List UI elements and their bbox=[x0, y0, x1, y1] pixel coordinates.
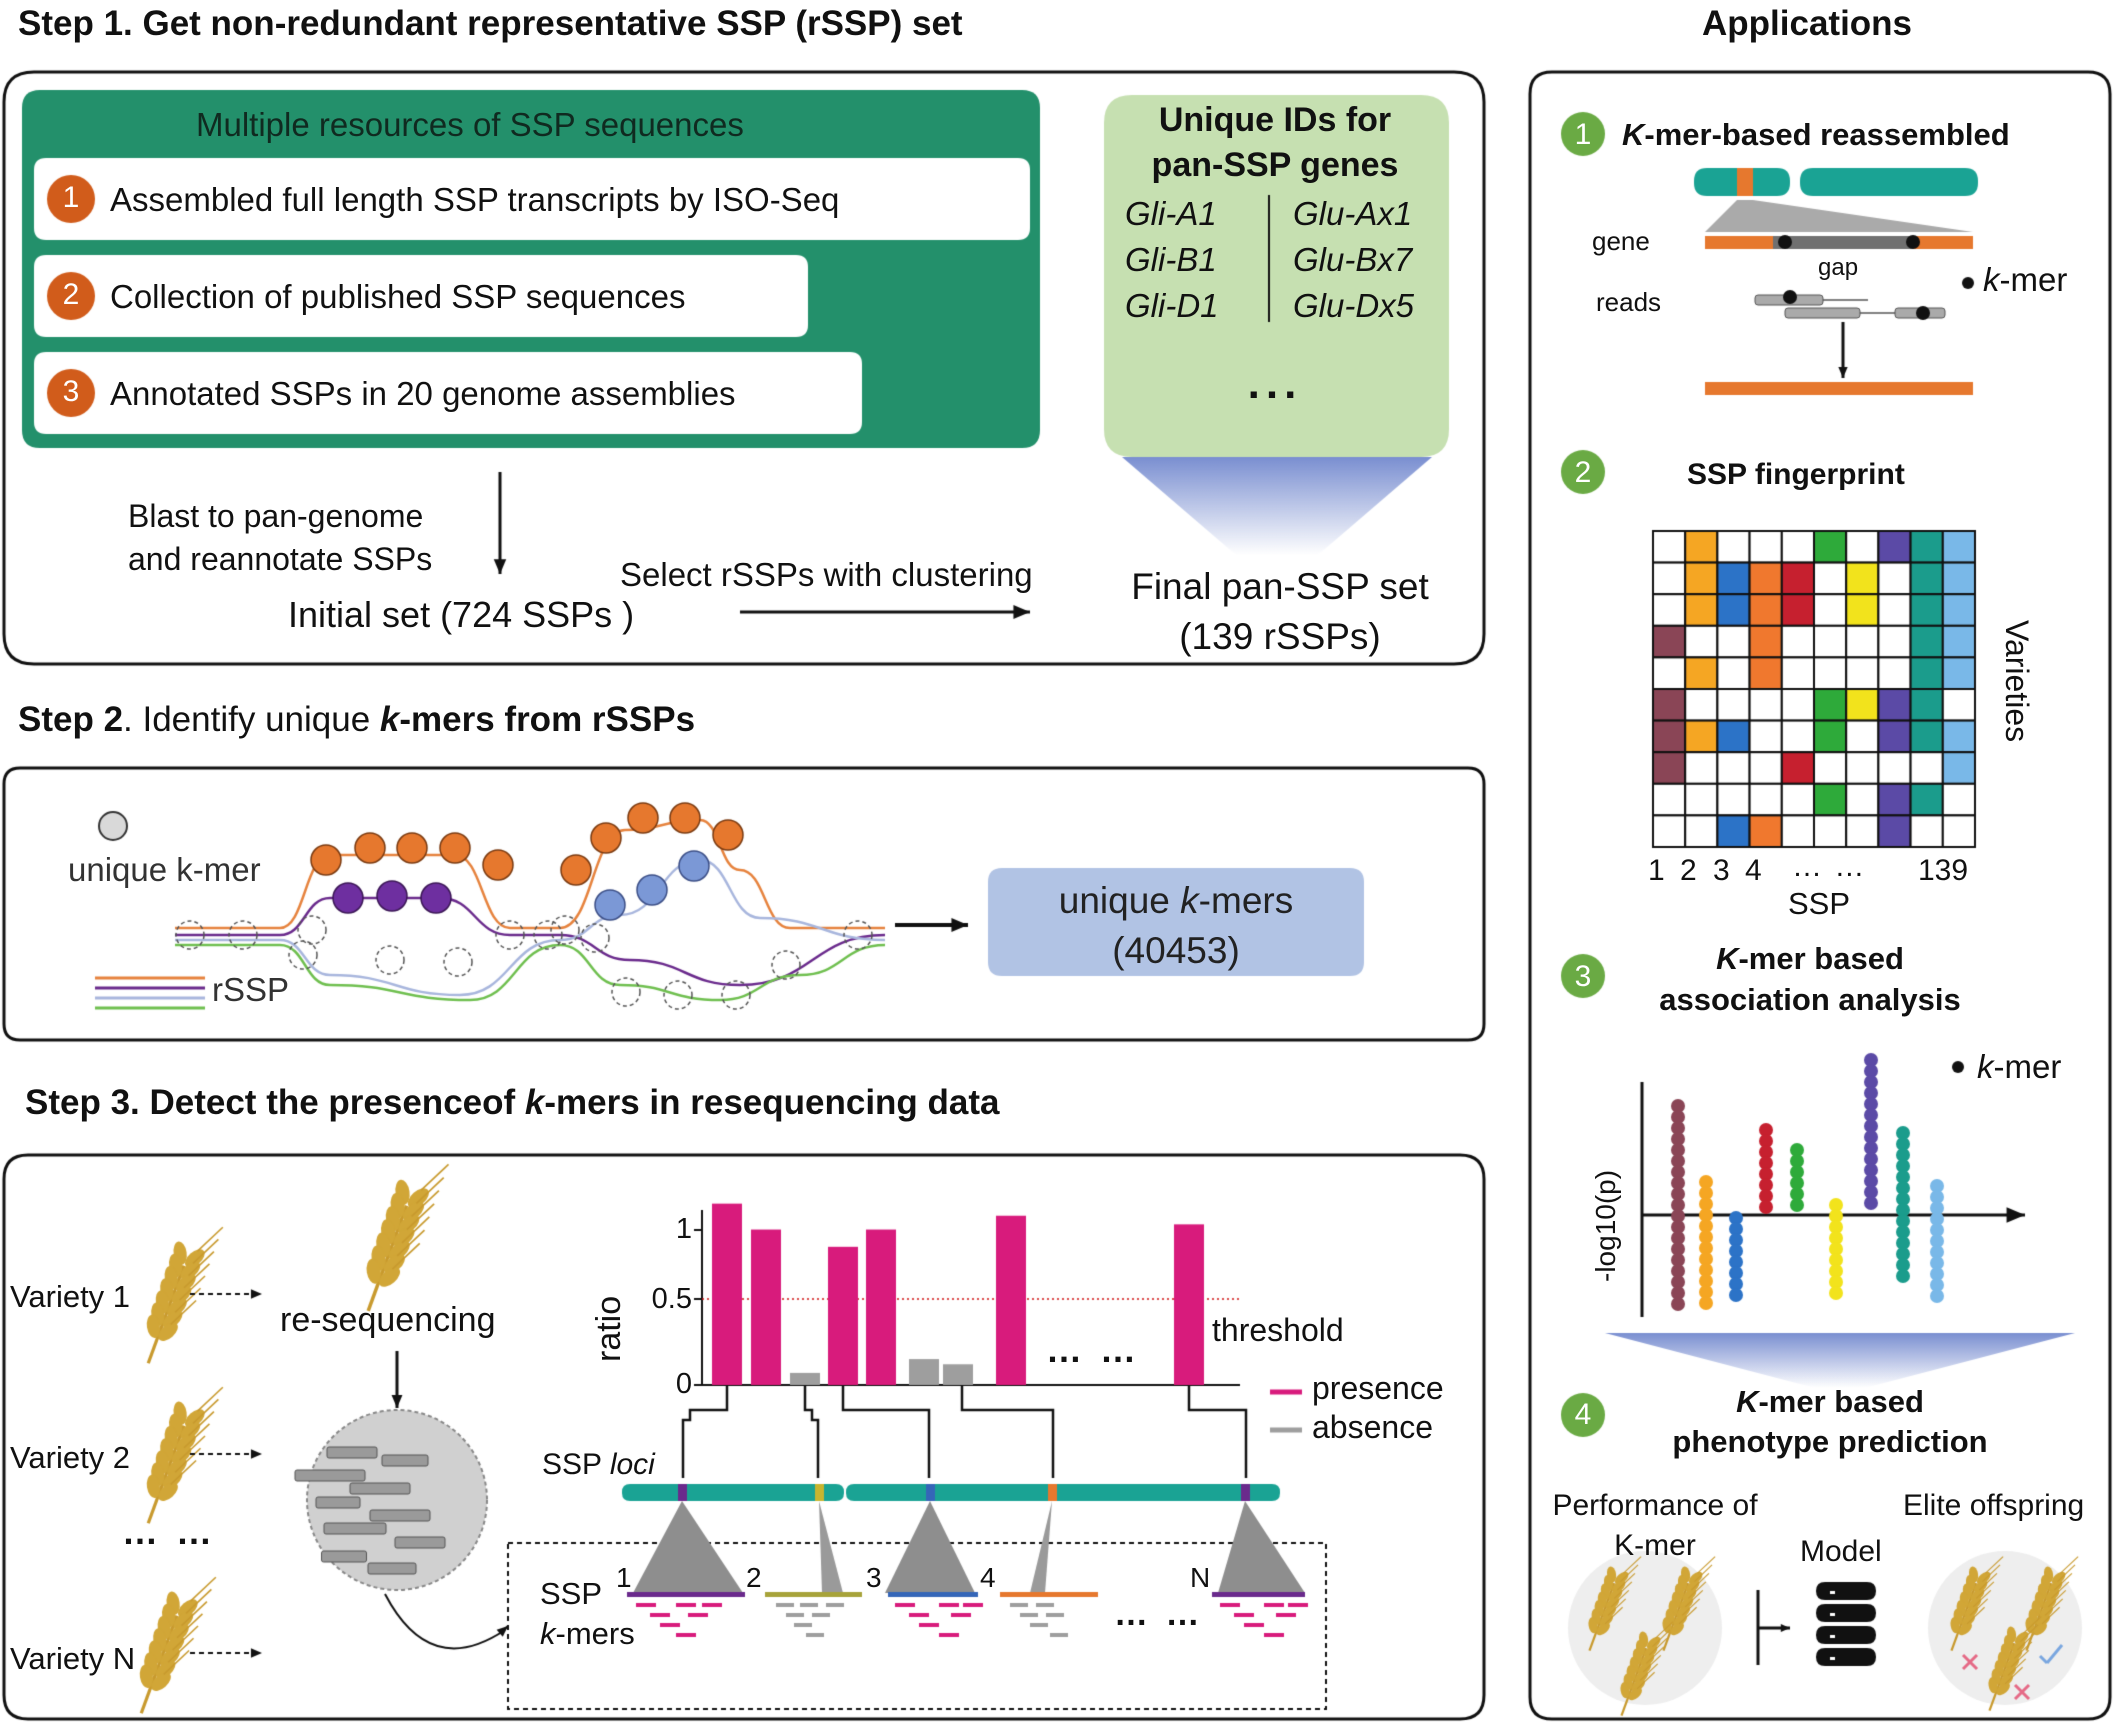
app4-title-1: K-mer based bbox=[1736, 1384, 1924, 1419]
app3-title-1: K-mer based bbox=[1716, 941, 1904, 976]
performance-label-1: Performance of bbox=[1552, 1489, 1758, 1522]
variety-label: Variety N bbox=[10, 1641, 136, 1676]
unique-kmers-count: (40453) bbox=[1112, 930, 1240, 971]
resource-3-number: 3 bbox=[62, 375, 80, 408]
legend-absence: absence bbox=[1312, 1409, 1433, 1445]
app2-title: SSP fingerprint bbox=[1687, 458, 1905, 491]
gene-label: gene bbox=[1592, 226, 1650, 256]
unique-ids-title-1: Unique IDs for bbox=[1158, 101, 1392, 139]
blast-label-1: Blast to pan-genome bbox=[128, 498, 424, 534]
step2-title: Step 2. Identify unique k-mers from rSSP… bbox=[18, 700, 696, 739]
ratio-axis-label: ratio bbox=[590, 1295, 628, 1362]
y-tick: 0 bbox=[675, 1368, 692, 1400]
app-number: 3 bbox=[1574, 960, 1592, 993]
ssp-x-tick: 2 bbox=[1680, 854, 1697, 887]
ids-more: ... bbox=[1247, 359, 1303, 408]
ssp-kmers-label-2: k-mers bbox=[540, 1616, 635, 1651]
gene-id: Glu-Ax1 bbox=[1293, 195, 1413, 232]
unique-kmers-box-label: unique k-mers bbox=[1058, 880, 1294, 921]
rssp-label: rSSP bbox=[212, 971, 290, 1008]
resource-3-label: Annotated SSPs in 20 genome assemblies bbox=[110, 375, 736, 412]
app-number: 4 bbox=[1574, 1398, 1592, 1431]
y-tick: 0.5 bbox=[651, 1283, 692, 1315]
ssp-x-tick: 4 bbox=[1745, 854, 1762, 887]
performance-label-2: K-mer bbox=[1614, 1529, 1696, 1562]
locus-dots: … … bbox=[1114, 1595, 1204, 1633]
gene-id: Glu-Bx7 bbox=[1293, 241, 1413, 278]
initial-set: Initial set (724 SSPs ) bbox=[288, 594, 635, 635]
select-clustering: Select rSSPs with clustering bbox=[620, 556, 1033, 593]
variety-dots: … … bbox=[122, 1511, 217, 1552]
kmer-legend-1: k-mer bbox=[1983, 261, 2068, 298]
log-p-label: -log10(p) bbox=[1590, 1169, 1621, 1282]
kmer-legend-3: k-mer bbox=[1977, 1048, 2062, 1085]
ssp-x-tick: … … bbox=[1792, 850, 1867, 883]
gap-label: gap bbox=[1818, 254, 1859, 281]
unique-ids-title-2: pan-SSP genes bbox=[1151, 146, 1399, 184]
resources-title: Multiple resources of SSP sequences bbox=[196, 106, 744, 143]
resource-1-number: 1 bbox=[62, 181, 80, 214]
locus-number: 3 bbox=[866, 1562, 882, 1593]
gene-id: Glu-Dx5 bbox=[1293, 287, 1415, 324]
app4-title-2: phenotype prediction bbox=[1672, 1424, 1988, 1459]
variety-label: Variety 1 bbox=[10, 1279, 131, 1314]
resource-2-number: 2 bbox=[62, 278, 80, 311]
ssp-x-tick: 1 bbox=[1648, 854, 1665, 887]
threshold-label: threshold bbox=[1212, 1312, 1344, 1348]
blast-label-2: and reannotate SSPs bbox=[128, 541, 433, 577]
ssp-kmers-label-1: SSP bbox=[540, 1576, 603, 1611]
resource-2-label: Collection of published SSP sequences bbox=[110, 278, 686, 315]
resource-1-label: Assembled full length SSP transcripts by… bbox=[110, 181, 840, 218]
model-label: Model bbox=[1800, 1535, 1882, 1568]
app-number: 2 bbox=[1574, 456, 1592, 489]
app1-title: K-mer-based reassembled bbox=[1622, 117, 2010, 152]
gene-id: Gli-A1 bbox=[1125, 195, 1217, 232]
ssp-loci-label: SSP loci bbox=[542, 1448, 655, 1481]
applications-title: Applications bbox=[1702, 4, 1913, 43]
locus-number: 4 bbox=[980, 1562, 996, 1593]
elite-offspring-label: Elite offspring bbox=[1903, 1489, 2085, 1522]
ssp-x-tick: 139 bbox=[1918, 854, 1969, 887]
app3-title-2: association analysis bbox=[1659, 982, 1961, 1017]
locus-number: N bbox=[1190, 1562, 1211, 1593]
ssp-x-tick: 3 bbox=[1713, 854, 1730, 887]
locus-number: 1 bbox=[616, 1562, 632, 1593]
variety-label: Variety 2 bbox=[10, 1440, 131, 1475]
final-set-1: Final pan-SSP set bbox=[1131, 566, 1429, 607]
ssp-axis-label: SSP bbox=[1788, 886, 1851, 921]
step3-title: Step 3. Detect the presenceof k-mers in … bbox=[25, 1083, 1000, 1122]
varieties-axis-label: Varieties bbox=[1999, 620, 2035, 743]
gene-id: Gli-D1 bbox=[1125, 287, 1219, 324]
unique-kmer-label: unique k-mer bbox=[68, 851, 261, 888]
step1-title: Step 1. Get non-redundant representative… bbox=[18, 4, 963, 43]
gene-id: Gli-B1 bbox=[1125, 241, 1217, 278]
app-number: 1 bbox=[1574, 118, 1592, 151]
resequencing-label: re-sequencing bbox=[280, 1301, 496, 1339]
locus-number: 2 bbox=[746, 1562, 762, 1593]
final-set-2: (139 rSSPs) bbox=[1179, 616, 1381, 657]
legend-presence: presence bbox=[1312, 1370, 1444, 1406]
y-tick: 1 bbox=[675, 1213, 692, 1245]
reads-label: reads bbox=[1596, 287, 1662, 317]
bars-dots: … … bbox=[1046, 1329, 1141, 1370]
